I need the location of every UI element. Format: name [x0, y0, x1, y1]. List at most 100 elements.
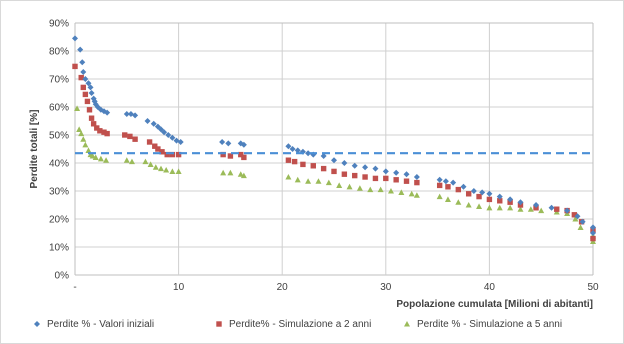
- data-point: [169, 134, 176, 141]
- data-point: [87, 84, 94, 91]
- data-point: [403, 178, 410, 184]
- data-point: [97, 128, 103, 134]
- data-point: [152, 164, 159, 170]
- data-point: [352, 172, 358, 179]
- data-point: [219, 139, 226, 145]
- data-point: [465, 202, 472, 208]
- data-point: [320, 165, 327, 172]
- data-point: [571, 212, 578, 218]
- data-point: [572, 216, 579, 222]
- data-point: [408, 190, 415, 197]
- data-point: [128, 158, 135, 165]
- x-tick-label: 20: [277, 282, 289, 293]
- data-point: [123, 111, 130, 117]
- data-point: [300, 161, 306, 168]
- data-point: [123, 157, 130, 163]
- data-point: [455, 199, 462, 205]
- data-point: [154, 123, 161, 130]
- data-point: [220, 151, 226, 158]
- data-point: [450, 179, 457, 186]
- data-point: [82, 141, 89, 148]
- legend-marker: [34, 321, 40, 327]
- data-point: [590, 235, 596, 242]
- data-point: [436, 182, 443, 189]
- data-point: [294, 176, 301, 183]
- y-tick-label: 10%: [49, 243, 69, 254]
- data-point: [104, 130, 110, 137]
- data-point: [325, 179, 332, 186]
- y-tick-label: 50%: [49, 131, 69, 142]
- data-point: [346, 183, 353, 190]
- data-point: [527, 206, 534, 212]
- data-point: [577, 224, 584, 230]
- data-point: [92, 154, 99, 160]
- data-point: [460, 183, 467, 190]
- data-point: [150, 120, 157, 127]
- data-point: [146, 139, 153, 145]
- y-tick-label: 40%: [49, 159, 69, 170]
- data-point: [574, 213, 581, 220]
- data-point: [80, 84, 86, 91]
- legend-entry: Perdite % - Valori iniziali: [47, 319, 154, 330]
- data-point: [387, 188, 394, 194]
- data-point: [356, 185, 363, 191]
- y-tick-label: 70%: [49, 75, 69, 86]
- data-point: [82, 91, 89, 98]
- data-point: [72, 63, 78, 70]
- data-point: [79, 59, 86, 66]
- x-tick-label: 40: [484, 282, 496, 293]
- data-point: [564, 207, 571, 214]
- data-point: [341, 160, 348, 166]
- data-point: [237, 171, 244, 177]
- data-point: [465, 191, 472, 197]
- data-point: [496, 204, 503, 211]
- y-tick-label: 80%: [49, 47, 69, 58]
- y-tick-label: 30%: [49, 187, 69, 198]
- data-point: [175, 151, 182, 158]
- data-point: [341, 171, 348, 177]
- y-tick-label: 60%: [49, 103, 69, 114]
- data-point: [554, 206, 560, 212]
- data-point: [82, 76, 89, 82]
- data-point: [590, 224, 596, 231]
- data-point: [291, 158, 298, 165]
- data-point: [413, 174, 420, 180]
- data-point: [103, 157, 110, 163]
- data-point: [507, 196, 514, 203]
- data-point: [77, 46, 84, 53]
- y-axis-title: Perdite totali [%]: [29, 110, 40, 189]
- data-point: [97, 155, 104, 162]
- data-point: [88, 115, 95, 121]
- data-point: [161, 129, 168, 136]
- data-point: [84, 98, 91, 105]
- data-point: [331, 157, 337, 164]
- data-point: [164, 151, 170, 158]
- data-point: [225, 140, 232, 147]
- data-point: [142, 158, 149, 165]
- data-point: [240, 141, 247, 148]
- data-point: [398, 189, 405, 195]
- data-point: [533, 202, 540, 208]
- data-point: [382, 168, 389, 175]
- data-point: [89, 153, 96, 159]
- data-point: [85, 147, 92, 153]
- data-point: [80, 136, 87, 142]
- data-point: [414, 179, 420, 186]
- data-point: [476, 203, 483, 209]
- data-point: [590, 230, 596, 236]
- data-point: [442, 178, 449, 185]
- data-point: [122, 132, 128, 138]
- data-point: [88, 90, 95, 96]
- data-point: [579, 218, 586, 225]
- data-point: [165, 132, 172, 138]
- data-point: [362, 164, 369, 171]
- data-point: [486, 204, 493, 211]
- data-point: [85, 80, 92, 87]
- legend-entry: Perdite% - Simulazione a 2 anni: [229, 319, 371, 330]
- data-point: [497, 198, 503, 204]
- data-point: [548, 204, 555, 211]
- x-tick-label: 10: [173, 282, 185, 293]
- data-point: [517, 206, 524, 212]
